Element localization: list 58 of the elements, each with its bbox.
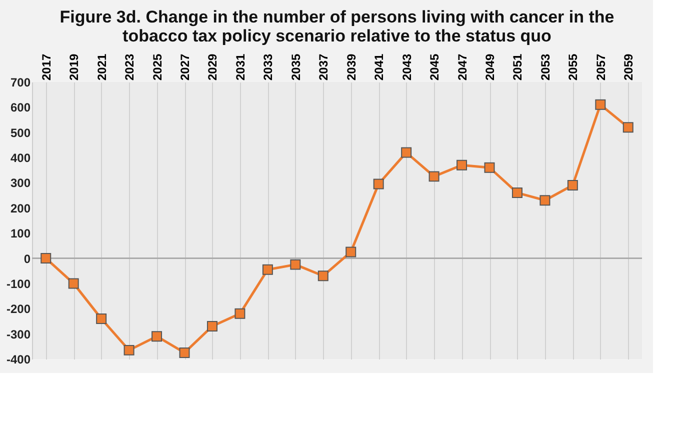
- point: [124, 344, 134, 356]
- y-tick-label: 400: [10, 151, 31, 166]
- x-tick-label: 2043: [400, 53, 414, 80]
- point: [512, 188, 522, 198]
- y-tick-label: 100: [10, 226, 31, 241]
- point: [96, 313, 107, 324]
- x-tick-label: 2059: [622, 53, 636, 80]
- point: [484, 162, 495, 173]
- point: [401, 147, 412, 158]
- text: Figure 3d. Change in the number of persons living with cancer in the: [60, 7, 614, 26]
- point: [318, 270, 328, 282]
- point: [456, 160, 468, 170]
- point: [262, 264, 273, 275]
- y-tick-label: -300: [6, 327, 31, 342]
- x-tick-label: 2023: [122, 53, 137, 80]
- point: [428, 171, 440, 182]
- y-tick-label: 500: [10, 126, 31, 140]
- point: [40, 253, 52, 264]
- y-tick-label: -200: [6, 302, 31, 316]
- x-tick-label: 2021: [94, 53, 109, 80]
- x-tick-label: 2039: [344, 53, 358, 80]
- x-tick-label: 2037: [316, 53, 331, 80]
- x-tick-label: 2027: [178, 53, 192, 80]
- y-tick-label: -400: [6, 352, 31, 366]
- y-tick-label: 700: [10, 76, 31, 90]
- x-tick-label: 2053: [538, 53, 552, 80]
- y-tick-label: 300: [10, 176, 31, 190]
- x-tick-label: 2055: [566, 53, 580, 80]
- x-tick-label: 2049: [483, 53, 497, 80]
- point: [373, 178, 384, 190]
- point: [595, 99, 606, 110]
- x-tick-label: 2029: [206, 53, 220, 80]
- x-tick-label: 2035: [288, 53, 303, 80]
- x-tick-label: 2031: [233, 53, 248, 80]
- point: [68, 278, 79, 289]
- y-tick-label: -100: [6, 276, 31, 291]
- point: [622, 122, 634, 133]
- x-tick-label: 2025: [150, 53, 164, 80]
- point: [540, 195, 550, 206]
- y-tick-label: 200: [10, 201, 31, 216]
- x-tick-label: 2017: [39, 53, 54, 80]
- y-tick-label: 600: [10, 100, 31, 115]
- y-tick-label: 0: [24, 252, 31, 266]
- text: tobacco tax policy scenario relative to the status quo: [122, 26, 552, 46]
- x-tick-label: 2033: [261, 53, 276, 80]
- point: [206, 321, 218, 332]
- x-tick-label: 2051: [510, 53, 525, 80]
- point: [290, 259, 301, 270]
- point: [567, 180, 578, 190]
- point: [346, 246, 356, 258]
- point: [152, 331, 162, 342]
- point: [179, 347, 190, 358]
- x-tick-label: 2045: [428, 53, 442, 80]
- x-tick-label: 2047: [455, 53, 470, 80]
- point: [234, 308, 246, 319]
- x-tick-label: 2019: [67, 53, 82, 80]
- x-tick-label: 2057: [594, 53, 608, 80]
- x-tick-label: 2041: [372, 53, 386, 80]
